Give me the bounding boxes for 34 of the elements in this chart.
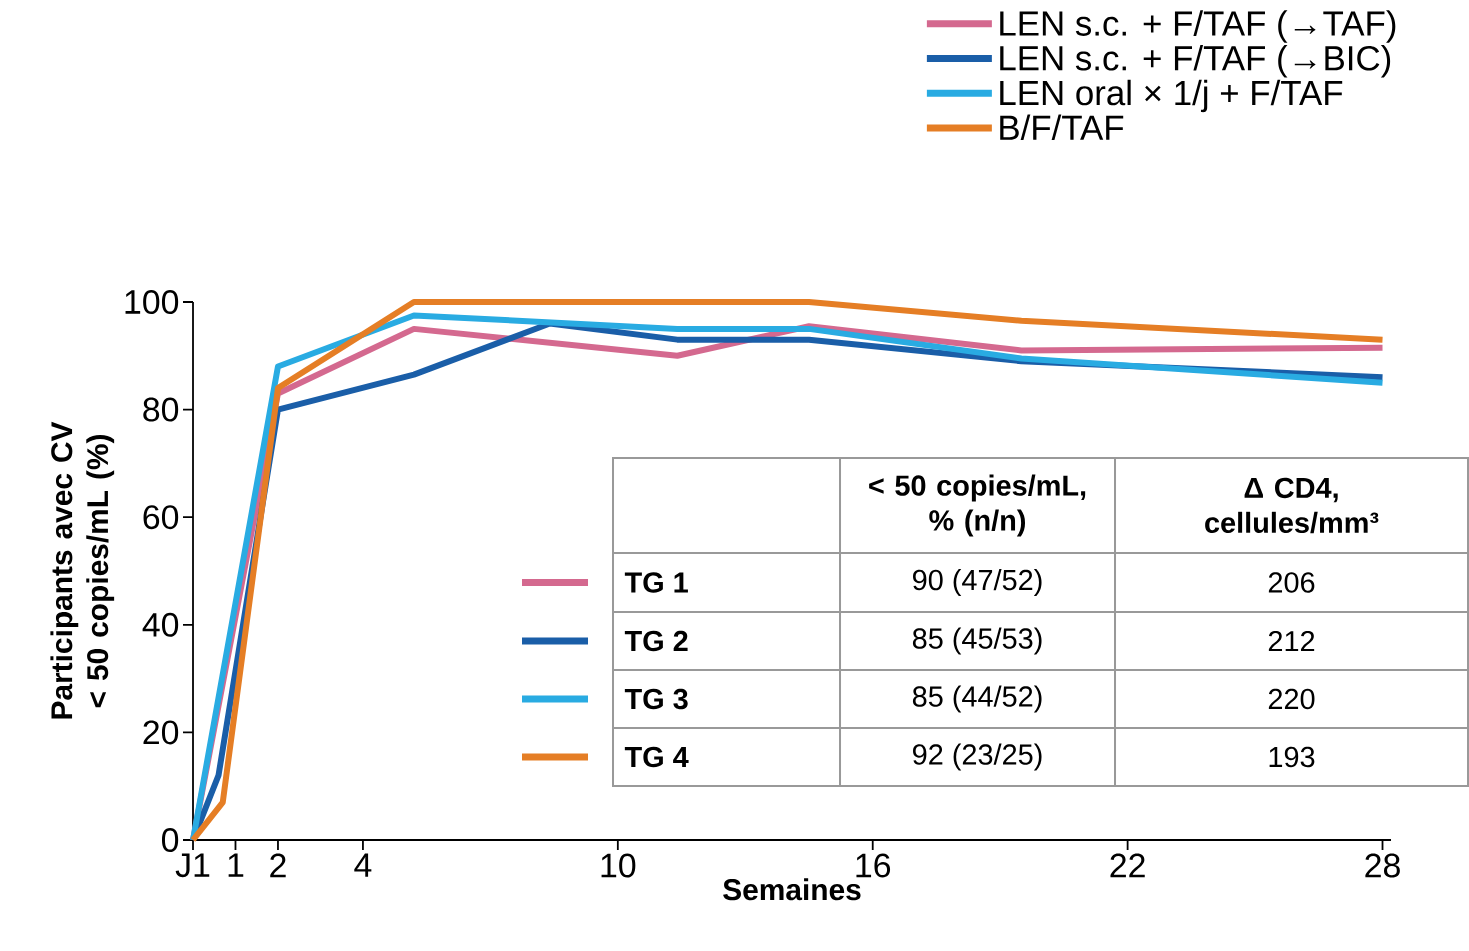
- x-tick-label: 28: [1365, 853, 1400, 878]
- x-axis-title: Semaines: [723, 878, 861, 901]
- annotation: Δ CD4, cellules/mm³: [1205, 477, 1379, 534]
- y-tick-label: 100: [125, 289, 179, 314]
- legend-label: LEN oral × 1/j + F/TAF: [1000, 79, 1343, 113]
- annotation: 212: [1268, 630, 1315, 652]
- x-tick-label: 16: [856, 853, 891, 878]
- annotation: TG 3: [624, 688, 688, 710]
- x-tick-label: J1: [175, 853, 210, 878]
- annotation: 92 (23/25): [913, 743, 1042, 771]
- annotation: TG 1: [624, 572, 688, 593]
- legend-label: LEN s.c. + F/TAF (→BIC): [1000, 45, 1391, 78]
- y-tick-label: 20: [143, 720, 179, 745]
- y-tick-label: 40: [142, 612, 179, 637]
- legend-label: LEN s.c. + F/TAF (→TAF): [1000, 10, 1396, 43]
- y-tick-label: 60: [143, 505, 179, 530]
- y-axis-title: Participants avec CV < 50 copies/mL (%): [50, 421, 115, 719]
- x-tick-label: 1: [228, 853, 244, 877]
- x-tick-label: 4: [354, 853, 372, 877]
- annotation: < 50 copies/mL, % (n/n): [869, 474, 1086, 537]
- annotation: 90 (47/52): [913, 569, 1042, 596]
- x-tick-label: 22: [1110, 853, 1145, 878]
- annotation: 85 (44/52): [912, 685, 1042, 713]
- annotation: TG 4: [624, 746, 689, 768]
- annotation: 193: [1269, 746, 1315, 768]
- annotation: 206: [1268, 572, 1315, 593]
- x-tick-label: 2: [270, 853, 286, 878]
- annotation: TG 2: [624, 630, 688, 652]
- annotation: 85 (45/53): [912, 627, 1042, 655]
- y-tick-label: 0: [161, 828, 179, 852]
- y-tick-label: 80: [143, 397, 179, 422]
- legend-label: B/F/TAF: [1000, 114, 1124, 141]
- x-tick-label: 10: [601, 853, 636, 878]
- annotation: 220: [1268, 688, 1315, 710]
